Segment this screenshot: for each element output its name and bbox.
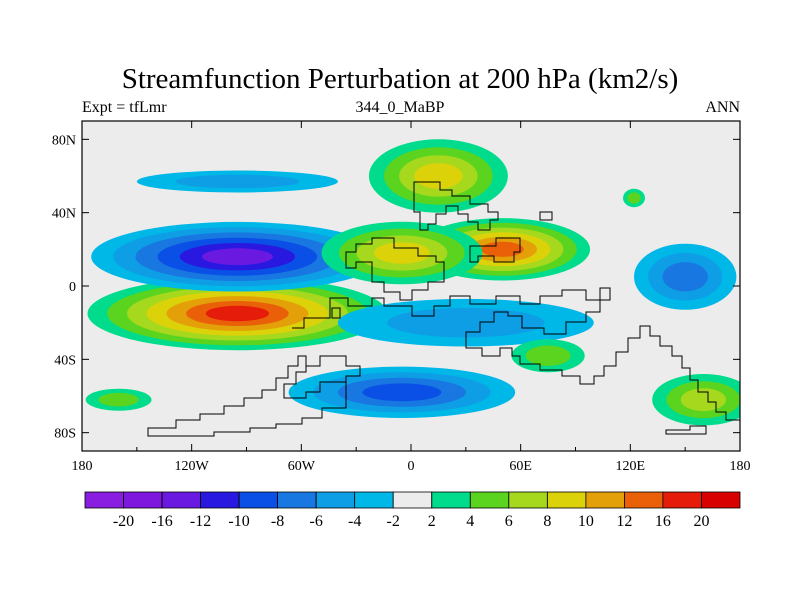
feature-east-pacific-cyclone (634, 243, 737, 310)
contour-band (387, 308, 545, 338)
colorbar-box (469, 491, 510, 509)
colorbar: -20 -16 -12 -10 -8 -6 -4 -2 2 4 6 8 10 12 16 20 (84, 491, 741, 530)
colorbar-label: 8 (543, 513, 551, 530)
colorbar-label: -2 (387, 513, 400, 530)
x-tick-label: 180 (72, 459, 93, 474)
feature-high-latitude-anticyclone (623, 188, 645, 208)
colorbar-box (277, 491, 317, 509)
coastline-gondwana-north (292, 287, 740, 421)
contour-band (525, 345, 571, 366)
colorbar-box (547, 491, 587, 509)
coastline-tethys-block (345, 237, 445, 301)
feature-north-pacific-trough (136, 170, 338, 193)
coastline-southern-island (665, 425, 707, 435)
coastline-small-island (331, 307, 341, 319)
colorbar-box (624, 491, 664, 509)
colorbar-label: 20 (694, 513, 710, 530)
contour-band (205, 305, 269, 322)
x-tick-label: 120W (175, 459, 210, 474)
feature-south-atlantic-anticyclone (511, 339, 585, 373)
colorbar-label: -6 (310, 513, 323, 530)
contour-band (481, 241, 524, 257)
contour-band (202, 248, 273, 266)
coastline-island (539, 211, 553, 221)
x-tick-label: 0 (408, 459, 415, 474)
feature-south-pacific-anticyclone (652, 374, 740, 426)
colorbar-box (392, 491, 433, 509)
period-label: ANN (705, 99, 740, 116)
feature-northern-pacific-cyclone (91, 221, 384, 292)
y-tick-label: 80S (54, 427, 76, 442)
case-label: 344_0_MaBP (355, 99, 445, 116)
colorbar-label: -16 (151, 513, 172, 530)
colorbar-box (84, 491, 124, 509)
colorbar-label: -12 (190, 513, 211, 530)
contour-band (680, 388, 727, 412)
colorbar-box (662, 491, 702, 509)
paleo-coastlines (147, 181, 740, 437)
colorbar-box (354, 491, 394, 509)
contour-band (414, 163, 463, 189)
colorbar-label: 16 (655, 513, 671, 530)
colorbar-label: 10 (578, 513, 594, 530)
feature-northern-europe-anticyclone (368, 139, 508, 213)
experiment-label: Expt = tfLmr (82, 99, 167, 116)
colorbar-box (123, 491, 163, 509)
x-tick-label: 180 (730, 459, 751, 474)
colorbar-label: 4 (466, 513, 474, 530)
x-tick-label: 120E (616, 459, 646, 474)
colorbar-label: -4 (348, 513, 361, 530)
chart-title: Streamfunction Perturbation at 200 hPa (… (121, 63, 679, 95)
colorbar-box (585, 491, 625, 509)
feature-indian-ocean-cyclone (337, 298, 594, 347)
feature-southern-pacific-anticyclone (87, 276, 388, 351)
colorbar-box (315, 491, 356, 509)
feature-african-anticyclone (321, 221, 483, 285)
colorbar-label: -8 (271, 513, 284, 530)
colorbar-box (161, 491, 202, 509)
feature-subantarctic-anticyclone (85, 388, 152, 411)
coastline-east-block (469, 237, 521, 263)
feature-southern-ocean-cyclone (288, 366, 516, 418)
colorbar-label: 6 (505, 513, 513, 530)
contour-band (98, 392, 139, 407)
colorbar-label: 2 (428, 513, 436, 530)
x-tick-label: 60W (288, 459, 316, 474)
colorbar-label: -20 (113, 513, 134, 530)
coastline-antarctic-margin (306, 355, 361, 382)
y-tick-label: 80N (52, 133, 76, 148)
contour-band (175, 174, 300, 189)
y-tick-label: 40N (52, 207, 76, 222)
contour-band (662, 262, 708, 292)
colorbar-box (431, 491, 471, 509)
colorbar-box (238, 491, 279, 509)
colorbar-label: 12 (616, 513, 632, 530)
coastline-northern-continent (413, 181, 499, 231)
colorbar-box (701, 491, 741, 509)
coastline-gondwana-south (147, 355, 347, 437)
contour-band (627, 192, 641, 204)
axes: 180 120W 60W 0 60E 120E 180 80N 40N 0 40S 80S (52, 121, 751, 474)
y-tick-label: 40S (54, 353, 76, 368)
contour-band (362, 383, 442, 402)
y-tick-label: 0 (69, 280, 76, 295)
x-tick-label: 60E (509, 459, 532, 474)
colorbar-box (200, 491, 240, 509)
colorbar-label: -10 (228, 513, 249, 530)
colorbar-box (508, 491, 548, 509)
contour-band (373, 242, 430, 264)
